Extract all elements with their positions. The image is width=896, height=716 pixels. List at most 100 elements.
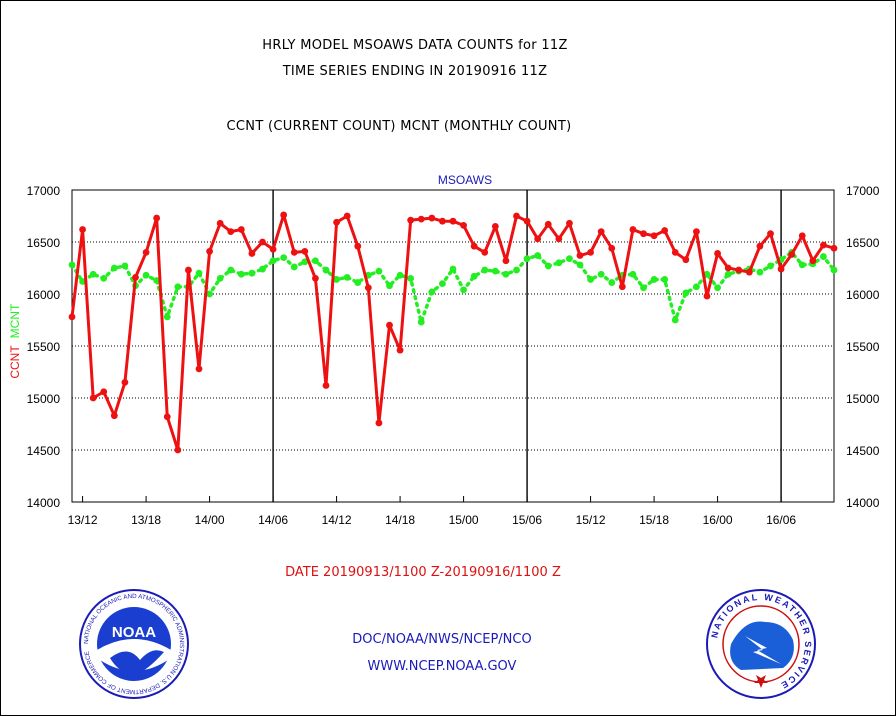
data-point-ccnt [195, 365, 203, 373]
x-tick-label: 13/18 [131, 513, 161, 527]
data-point-mcnt [555, 259, 563, 267]
data-point-mcnt [417, 318, 425, 326]
data-point-ccnt [68, 313, 76, 321]
y-tick-label-left: 16000 [27, 288, 61, 302]
data-point-mcnt [110, 264, 118, 272]
data-point-ccnt [502, 257, 510, 265]
x-tick-label: 16/06 [766, 513, 796, 527]
data-point-ccnt [89, 394, 97, 402]
nws-logo: NATIONAL WEATHER SERVICE [706, 589, 816, 699]
data-point-ccnt [460, 221, 467, 229]
website-link[interactable]: WWW.NCEP.NOAA.GOV [367, 659, 517, 674]
data-point-mcnt [703, 270, 711, 278]
data-point-ccnt [439, 217, 446, 225]
data-point-ccnt [174, 446, 182, 454]
data-point-ccnt [756, 242, 764, 250]
data-point-mcnt [227, 266, 235, 274]
data-point-ccnt [269, 245, 277, 253]
data-point-mcnt [597, 270, 605, 278]
data-point-ccnt [110, 412, 118, 420]
data-point-ccnt [163, 413, 171, 421]
data-point-mcnt [820, 253, 827, 260]
noaa-logo: NATIONAL OCEANIC AND ATMOSPHERIC ADMINIS… [79, 589, 189, 699]
data-point-mcnt [396, 271, 404, 279]
data-point-mcnt [248, 269, 256, 277]
data-point-ccnt [417, 215, 425, 223]
y-tick-label-right: 15000 [846, 392, 880, 406]
data-point-ccnt [534, 235, 542, 243]
y-tick-label-left: 14000 [27, 496, 61, 510]
y-tick-label-left: 17000 [27, 184, 61, 198]
data-point-ccnt [375, 419, 383, 427]
data-point-mcnt [587, 276, 594, 283]
data-point-ccnt [216, 219, 224, 227]
data-point-mcnt [693, 283, 700, 291]
data-point-ccnt [830, 244, 838, 252]
y-tick-label-left: 14500 [27, 444, 61, 458]
data-point-ccnt [798, 232, 806, 240]
data-point-mcnt [428, 288, 436, 296]
org-label: DOC/NOAA/NWS/NCEP/NCO [352, 632, 532, 647]
data-point-ccnt [386, 321, 393, 329]
data-point-mcnt [460, 286, 467, 294]
x-tick-label: 16/00 [703, 513, 733, 527]
data-point-mcnt [407, 275, 415, 282]
data-point-ccnt [788, 251, 796, 258]
data-point-ccnt [407, 216, 415, 224]
data-point-mcnt [153, 277, 161, 284]
data-point-mcnt [354, 279, 362, 286]
data-point-mcnt [830, 266, 838, 274]
x-tick-label: 13/12 [68, 513, 98, 527]
data-point-ccnt [820, 241, 827, 249]
y-tick-label-left: 15500 [27, 340, 61, 354]
data-point-ccnt [587, 249, 594, 256]
data-point-ccnt [280, 211, 288, 219]
data-point-mcnt [608, 279, 616, 286]
data-point-ccnt [777, 265, 785, 273]
data-point-ccnt [153, 214, 161, 222]
data-point-mcnt [163, 313, 171, 321]
data-point-ccnt [682, 256, 690, 264]
y-tick-label-left: 15000 [27, 392, 61, 406]
data-point-mcnt [280, 254, 288, 261]
x-tick-label: 15/12 [576, 513, 606, 527]
data-point-mcnt [259, 265, 266, 273]
data-point-ccnt [513, 212, 520, 220]
data-point-mcnt [513, 266, 520, 274]
x-tick-label: 14/18 [385, 513, 415, 527]
data-point-ccnt [227, 228, 235, 236]
data-point-ccnt [396, 346, 404, 354]
x-tick-label: 14/06 [258, 513, 288, 527]
data-point-ccnt [428, 214, 436, 222]
data-point-mcnt [206, 290, 213, 298]
data-point-ccnt [79, 226, 86, 233]
time-series-chart: 14000 14000 14500 14500 15000 15000 15500 15500… [8, 173, 880, 527]
data-point-ccnt [206, 247, 213, 255]
data-point-ccnt [714, 250, 721, 257]
data-point-ccnt [185, 266, 192, 274]
data-point-ccnt [767, 230, 774, 238]
y-axis-label-mcnt: MCNT [8, 303, 22, 338]
data-point-ccnt [544, 220, 552, 228]
x-tick-label: 14/00 [195, 513, 225, 527]
y-tick-label-right: 17000 [846, 184, 880, 198]
data-point-mcnt [682, 289, 690, 297]
x-tick-label: 15/18 [639, 513, 669, 527]
x-tick-label: 15/06 [512, 513, 542, 527]
data-point-mcnt [724, 270, 732, 278]
noaa-logo-label: NOAA [112, 624, 156, 641]
data-point-mcnt [449, 265, 457, 273]
y-tick-label-right: 16000 [846, 288, 880, 302]
data-point-mcnt [269, 257, 277, 265]
x-tick-label: 15/00 [449, 513, 479, 527]
data-point-mcnt [121, 262, 129, 270]
data-point-ccnt [322, 382, 330, 389]
data-point-mcnt [576, 261, 584, 269]
data-point-mcnt [756, 268, 764, 276]
y-tick-label-right: 14500 [846, 444, 880, 458]
data-point-ccnt [555, 235, 563, 243]
data-point-mcnt [174, 283, 182, 291]
data-point-ccnt [142, 249, 150, 256]
data-point-ccnt [703, 292, 711, 300]
date-range-label: DATE 20190913/1100 Z-20190916/1100 Z [285, 565, 561, 580]
